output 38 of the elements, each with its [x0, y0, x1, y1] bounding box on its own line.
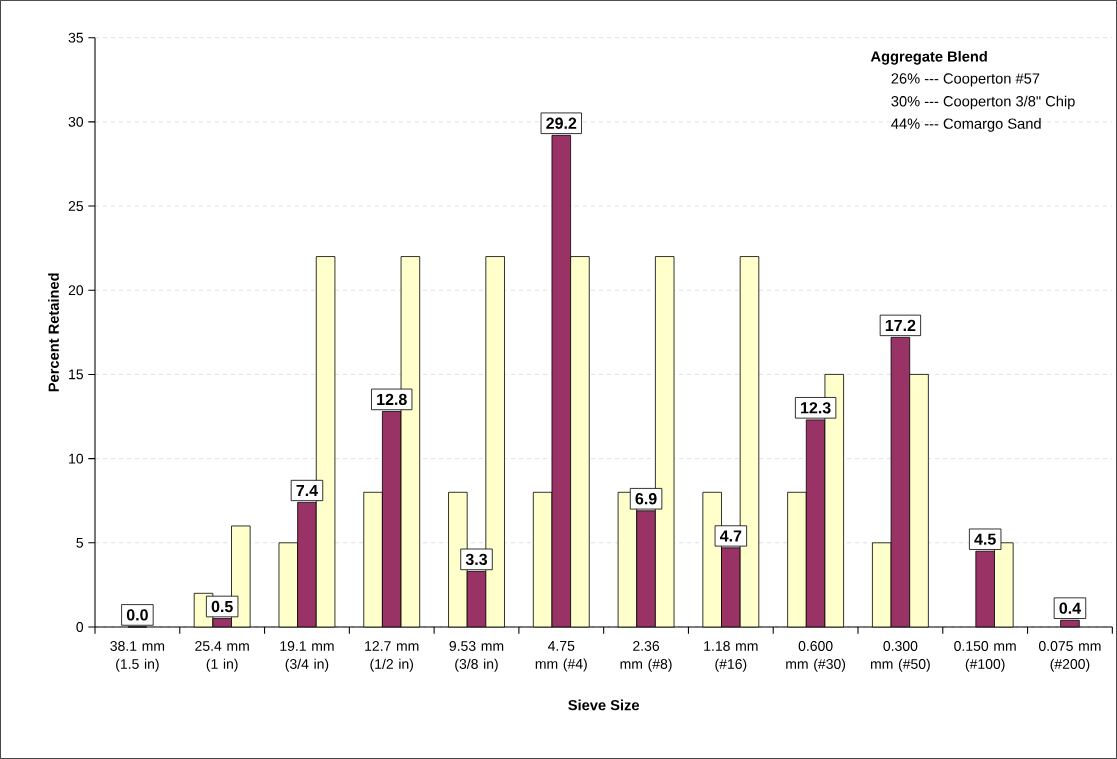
x-tick-label: 4.75 mm (#4): [535, 641, 587, 672]
annotation: Aggregate Blend: [870, 50, 987, 65]
x-tick-label: 2.36 mm (#8): [620, 641, 672, 672]
y-tick-label: 10: [69, 453, 84, 464]
annotation: 30% --- Cooperton 3/8" Chip: [891, 95, 1075, 110]
data-label: 4.5: [974, 533, 996, 545]
y-tick-label: 15: [69, 369, 84, 380]
y-tick-label: 25: [68, 201, 84, 211]
data-label: 12.8: [377, 393, 407, 406]
x-axis-title: Sieve Size: [568, 699, 640, 711]
x-tick-label: 0.300 mm (#50): [870, 641, 930, 672]
y-tick-label: 0: [76, 622, 84, 632]
x-tick-label: 38.1 mm (1.5 in): [110, 641, 165, 672]
y-tick-label: 30: [68, 116, 84, 127]
x-tick-label: 12.7 mm (1/2 in): [365, 641, 419, 672]
y-tick-label: 35: [68, 32, 84, 43]
data-label: 0.0: [126, 609, 148, 621]
x-tick-label: 1.18 mm (#16): [704, 641, 758, 672]
annotation: 26% --- Cooperton #57: [891, 73, 1040, 87]
data-label: 29.2: [546, 117, 577, 129]
data-label: 17.2: [885, 319, 916, 331]
y-tick-label: 20: [68, 285, 84, 296]
x-tick-label: 0.600 mm (#30): [786, 641, 846, 672]
data-label: 7.4: [296, 484, 318, 496]
data-label: 0.5: [211, 600, 233, 613]
data-label: 0.4: [1059, 602, 1081, 614]
x-tick-label: 0.150 mm (#100): [954, 641, 1016, 672]
data-label: 3.3: [465, 553, 488, 566]
x-tick-label: 25.4 mm (1 in): [195, 641, 249, 672]
data-label: 4.7: [719, 530, 742, 542]
data-label: 12.3: [801, 402, 831, 414]
x-tick-label: 19.1 mm (3/4 in): [280, 641, 334, 672]
x-tick-label: 9.53 mm (3/8 in): [449, 641, 504, 672]
y-tick-label: 5: [76, 537, 84, 548]
x-tick-label: 0.075 mm (#200): [1038, 641, 1101, 672]
data-label: 6.9: [635, 493, 657, 505]
y-axis-title: Percent Retained: [48, 273, 59, 392]
annotation: 44% --- Comargo Sand: [891, 118, 1041, 132]
